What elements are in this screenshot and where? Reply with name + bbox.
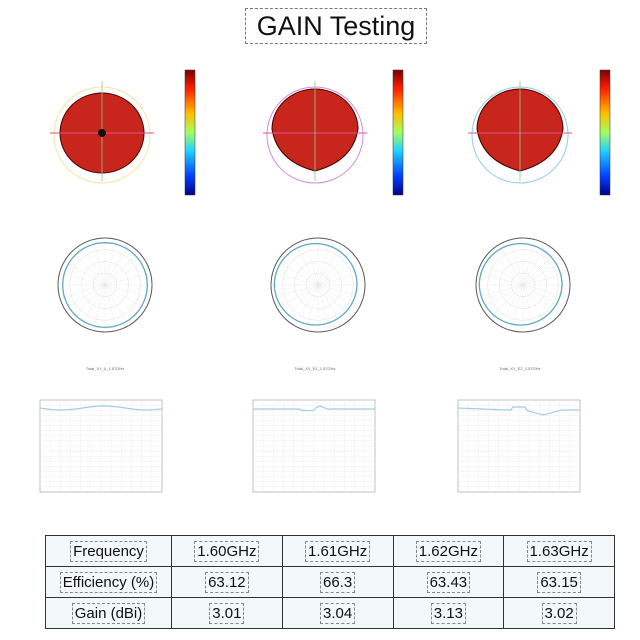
table-cell: 63.12 bbox=[205, 571, 249, 593]
polar-spoke bbox=[104, 251, 139, 286]
polar-spoke bbox=[81, 244, 106, 286]
row-header: Frequency bbox=[70, 540, 147, 562]
polar-spoke bbox=[104, 239, 118, 286]
polar-spoke bbox=[294, 244, 319, 286]
polar-trace bbox=[62, 242, 148, 328]
table-cell: 3.02 bbox=[541, 602, 577, 624]
polar-spoke bbox=[284, 284, 319, 319]
polar-spoke bbox=[317, 244, 342, 286]
polar-spoke bbox=[71, 251, 106, 286]
polar-spoke bbox=[489, 251, 524, 286]
polar-spoke bbox=[284, 251, 319, 286]
table-row-efficiency: Efficiency (%) 63.12 66.3 63.43 63.15 bbox=[45, 566, 615, 598]
table-cell: 66.3 bbox=[320, 571, 356, 593]
gain-vs-angle-trace bbox=[39, 405, 163, 411]
row-header: Efficiency (%) bbox=[59, 571, 158, 593]
table-cell: 63.43 bbox=[426, 571, 471, 593]
colorbar bbox=[184, 69, 196, 196]
table-cell: 3.04 bbox=[320, 602, 356, 624]
polar-spoke bbox=[92, 284, 106, 331]
table-cell: 1.60GHz bbox=[194, 540, 260, 562]
polar-spoke bbox=[522, 239, 536, 286]
polar-spoke bbox=[272, 284, 319, 298]
table-cell: 1.63GHz bbox=[526, 540, 592, 562]
polar-spoke bbox=[305, 239, 319, 286]
polar-spoke bbox=[104, 261, 146, 286]
gain-results-table: Frequency 1.60GHz 1.61GHz 1.62GHz 1.63GH… bbox=[45, 535, 615, 629]
polar-spoke bbox=[64, 261, 106, 286]
polar-spoke bbox=[317, 239, 331, 286]
polar-spoke bbox=[92, 239, 106, 286]
table-cell: 1.61GHz bbox=[305, 540, 371, 562]
polar-spoke bbox=[294, 284, 319, 326]
polar-spoke bbox=[277, 284, 319, 309]
pattern-null bbox=[98, 129, 106, 137]
colorbar bbox=[599, 69, 611, 196]
plot-caption-2: Total_XY_E1_1.57GHz bbox=[294, 366, 336, 371]
table-row-frequency: Frequency 1.60GHz 1.61GHz 1.62GHz 1.63GH… bbox=[45, 535, 615, 567]
colorbar bbox=[392, 69, 404, 196]
polar-spoke bbox=[104, 284, 118, 331]
plot-caption-1: Total_XY_0_1.57GHz bbox=[85, 366, 125, 371]
page-title: GAIN Testing bbox=[245, 8, 427, 44]
polar-spoke bbox=[71, 284, 106, 319]
polar-spoke bbox=[522, 284, 564, 309]
table-cell: 1.62GHz bbox=[415, 540, 481, 562]
polar-trace bbox=[478, 242, 563, 326]
polar-spoke bbox=[104, 284, 146, 309]
polar-spoke bbox=[305, 284, 319, 331]
polar-spoke bbox=[277, 261, 319, 286]
polar-spoke bbox=[477, 272, 524, 286]
polar-spoke bbox=[477, 284, 524, 298]
polar-spoke bbox=[522, 284, 557, 319]
polar-trace bbox=[273, 242, 358, 326]
polar-spoke bbox=[489, 284, 524, 319]
polar-spoke bbox=[64, 284, 106, 309]
polar-spoke bbox=[510, 239, 524, 286]
polar-spoke bbox=[104, 272, 151, 286]
polar-spoke bbox=[59, 272, 106, 286]
polar-spoke bbox=[59, 284, 106, 298]
polar-spoke bbox=[499, 284, 524, 326]
polar-spoke bbox=[522, 284, 547, 326]
polar-spoke bbox=[104, 284, 151, 298]
polar-spoke bbox=[499, 244, 524, 286]
polar-spoke bbox=[482, 261, 524, 286]
polar-spoke bbox=[104, 284, 139, 319]
polar-spoke bbox=[104, 284, 129, 326]
table-cell: 63.15 bbox=[537, 571, 581, 593]
table-cell: 3.13 bbox=[430, 602, 466, 624]
polar-spoke bbox=[272, 272, 319, 286]
polar-spoke bbox=[510, 284, 524, 331]
polar-spoke bbox=[482, 284, 524, 309]
polar-spoke bbox=[522, 244, 547, 286]
polar-spoke bbox=[104, 244, 129, 286]
polar-spoke bbox=[81, 284, 106, 326]
gain-vs-angle-trace bbox=[253, 405, 375, 412]
row-header: Gain (dBi) bbox=[71, 602, 146, 624]
table-row-gain: Gain (dBi) 3.01 3.04 3.13 3.02 bbox=[45, 597, 615, 629]
plot-caption-3: Total_XY_E2_1.57GHz bbox=[499, 366, 541, 371]
gain-vs-angle-trace bbox=[457, 406, 580, 416]
table-cell: 3.01 bbox=[209, 602, 245, 624]
